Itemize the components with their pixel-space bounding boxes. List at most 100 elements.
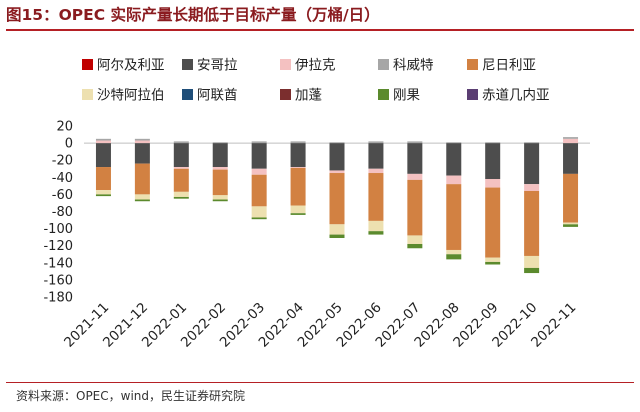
bar-segment: [368, 220, 384, 232]
y-tick-label: -140: [43, 256, 73, 271]
bar-segment: [173, 141, 189, 144]
bar-segment: [290, 167, 306, 168]
bar-segment: [251, 217, 267, 220]
bar-segment: [134, 138, 150, 141]
bar-segment: [446, 249, 462, 255]
legend-label: 尼日利亚: [482, 58, 536, 74]
bar-segment: [563, 137, 579, 139]
y-tick-label: 0: [65, 137, 73, 152]
bar-segment: [134, 140, 150, 144]
bar-segment: [446, 184, 462, 250]
bars: [95, 137, 579, 274]
bar-segment: [134, 143, 150, 164]
bar-segment: [251, 206, 267, 218]
bar-segment: [134, 163, 150, 195]
bar-segment: [485, 179, 501, 188]
bar-segment: [95, 167, 111, 191]
bar-segment: [563, 173, 579, 223]
bar-segment: [329, 224, 345, 235]
bar-segment: [368, 173, 384, 221]
bar-segment: [251, 168, 267, 175]
legend-swatch: [82, 59, 93, 70]
legend-swatch: [378, 59, 389, 70]
bar-segment: [212, 143, 228, 168]
chart-title: 图15：OPEC 实际产量长期低于目标产量（万桶/日）: [6, 6, 380, 24]
legend-label: 刚果: [393, 88, 420, 104]
bar-segment: [134, 194, 150, 200]
bar-segment: [212, 169, 228, 196]
y-tick-label: -60: [52, 188, 73, 203]
bar-segment: [407, 243, 423, 249]
bar-segment: [329, 234, 345, 239]
bar-segment: [446, 142, 462, 144]
y-tick-label: -80: [52, 205, 73, 220]
bar-segment: [95, 190, 111, 195]
legend-label: 阿联酋: [197, 87, 238, 104]
bar-segment: [212, 199, 228, 202]
bar-segment: [329, 170, 345, 174]
bar-segment: [329, 173, 345, 225]
bar-segment: [446, 143, 462, 176]
bar-segment: [368, 141, 384, 144]
y-tick-label: -160: [43, 273, 73, 288]
bar-segment: [563, 143, 579, 174]
bar-segment: [563, 222, 579, 225]
bar-segment: [485, 142, 501, 144]
bar-segment: [524, 190, 540, 256]
bar-segment: [251, 174, 267, 207]
bar-segment: [368, 231, 384, 235]
bar-segment: [524, 184, 540, 191]
bar-segment: [173, 168, 189, 192]
legend-swatch: [378, 89, 389, 100]
bar-segment: [485, 143, 501, 180]
bar-segment: [446, 175, 462, 185]
bar-segment: [329, 142, 345, 144]
bar-segment: [485, 257, 501, 262]
y-tick-label: -40: [52, 171, 73, 186]
y-tick-label: -120: [43, 239, 73, 254]
legend-label: 加蓬: [295, 88, 322, 104]
bar-segment: [251, 143, 267, 169]
bar-segment: [524, 255, 540, 268]
bar-segment: [290, 143, 306, 168]
x-axis: 2021-112021-122022-012022-022022-032022-…: [61, 300, 579, 351]
bar-segment: [368, 143, 384, 169]
bar-segment: [95, 194, 111, 197]
legend-label: 伊拉克: [295, 58, 336, 74]
source-rule: [6, 382, 634, 383]
bar-segment: [290, 167, 306, 206]
bar-segment: [407, 179, 423, 236]
bar-segment: [524, 143, 540, 185]
bar-segment: [524, 142, 540, 144]
bar-segment: [563, 224, 579, 227]
legend-swatch: [467, 59, 478, 70]
bar-segment: [407, 141, 423, 144]
bar-segment: [212, 142, 228, 144]
bar-segment: [173, 167, 189, 169]
y-tick-label: -20: [52, 154, 73, 169]
bar-segment: [251, 141, 267, 144]
bar-segment: [95, 143, 111, 168]
legend-label: 赤道几内亚: [482, 88, 550, 104]
y-tick-label: 20: [56, 120, 73, 135]
legend-label: 安哥拉: [197, 58, 238, 74]
bar-segment: [407, 173, 423, 180]
bar-segment: [485, 261, 501, 265]
legend-swatch: [182, 59, 193, 70]
bar-segment: [446, 254, 462, 260]
legend-swatch: [82, 89, 93, 100]
bar-segment: [290, 205, 306, 214]
bar-segment: [407, 235, 423, 244]
bar-segment: [407, 143, 423, 174]
bar-segment: [485, 187, 501, 258]
bar-segment: [290, 141, 306, 144]
bar-segment: [95, 138, 111, 141]
bar-segment: [212, 167, 228, 170]
legend-label: 阿尔及利亚: [97, 58, 165, 74]
bar-segment: [173, 143, 189, 168]
bar-segment: [368, 168, 384, 174]
legend-label: 科威特: [393, 58, 434, 74]
bar-segment: [173, 196, 189, 199]
